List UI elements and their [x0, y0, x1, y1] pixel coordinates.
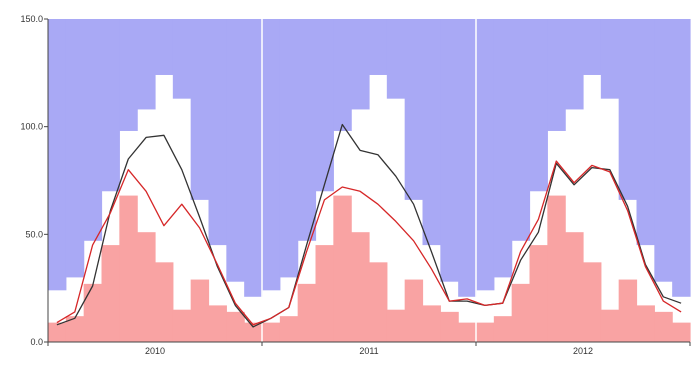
lower-band-bar [333, 195, 352, 342]
upper-band-bar [137, 19, 156, 110]
upper-band-bar [297, 19, 317, 241]
envelope-areas [48, 19, 691, 342]
upper-band-bar [440, 19, 459, 282]
lower-band-bar [172, 309, 192, 342]
upper-band-bar [83, 19, 103, 241]
lower-band-bar [583, 262, 602, 342]
lower-band-bar [511, 283, 531, 342]
x-tick-label: 2012 [573, 346, 593, 356]
lower-band-bar [440, 311, 459, 342]
upper-band-bar [262, 19, 281, 291]
lower-band-bar [226, 311, 245, 342]
lower-band-bar [386, 309, 406, 342]
upper-band-bar [155, 19, 174, 75]
lower-band-bar [262, 322, 281, 342]
lower-band-bar [279, 316, 299, 342]
y-tick-label: 150.0 [20, 14, 43, 24]
y-tick-label: 0.0 [30, 337, 43, 347]
upper-band-bar [208, 19, 227, 246]
y-tick-label: 50.0 [25, 229, 43, 239]
lower-band-bar [654, 311, 673, 342]
upper-band-bar [672, 19, 691, 297]
lower-band-bar [458, 322, 477, 342]
upper-band-bar [48, 19, 67, 291]
upper-band-bar [333, 19, 352, 131]
lower-band-bar [547, 195, 566, 342]
lower-band-bar [101, 245, 120, 342]
series-lines [56, 123, 682, 328]
lower-band-bar [565, 232, 584, 342]
lower-band-bar [672, 322, 691, 342]
lower-band-bar [636, 305, 655, 342]
lower-band-bar [422, 305, 441, 342]
lower-band-bar [83, 283, 103, 342]
upper-band-bar [618, 19, 638, 200]
lower-band-bar [404, 279, 424, 342]
axes [44, 18, 691, 346]
x-tick-label: 2010 [145, 346, 165, 356]
upper-band-bar [190, 19, 210, 200]
lower-band-bar [369, 262, 388, 342]
upper-band-bar [65, 19, 85, 278]
upper-band-bar [244, 19, 263, 297]
series-line-1 [56, 123, 682, 328]
upper-band-bar [654, 19, 673, 282]
upper-band-bar [458, 19, 477, 297]
tick-labels: 0.0 50.0 100.0 150.0 2010 2011 2012 [20, 14, 593, 356]
upper-band-bar [493, 19, 513, 278]
lower-band-bar [351, 232, 370, 342]
lower-band-bar [155, 262, 174, 342]
lower-band-bar [65, 316, 85, 342]
lower-band-bar [315, 245, 334, 342]
series-line-2 [56, 160, 682, 326]
upper-band-bar [226, 19, 245, 282]
lower-band-bar [48, 322, 67, 342]
upper-band-bar [404, 19, 424, 200]
upper-band-bar [583, 19, 602, 75]
lower-band-bar [618, 279, 638, 342]
upper-band-bar [172, 19, 192, 99]
lower-band-bar [244, 322, 263, 342]
year-separator-lines [261, 19, 477, 342]
upper-band-bar [315, 19, 334, 192]
lower-band-bar [190, 279, 210, 342]
lower-band-bar [208, 305, 227, 342]
lower-band-bar [119, 195, 138, 342]
upper-band-bar [600, 19, 620, 99]
upper-band-bar [386, 19, 406, 99]
lower-band-bar [476, 322, 495, 342]
upper-band-bar [565, 19, 584, 110]
lower-band-bar [529, 245, 548, 342]
lower-band-bar [297, 283, 317, 342]
upper-band-bar [476, 19, 495, 291]
upper-band-bar [511, 19, 531, 241]
upper-band-bar [636, 19, 655, 246]
lower-band-bar [493, 316, 513, 342]
upper-band-bar [547, 19, 566, 131]
upper-band-bar [529, 19, 548, 192]
x-tick-label: 2011 [359, 346, 378, 356]
upper-band-bar [351, 19, 370, 110]
upper-band-bar [369, 19, 388, 75]
lower-band-bar [137, 232, 156, 342]
lower-band-bar [600, 309, 620, 342]
upper-band-bar [119, 19, 138, 131]
upper-band-bar [101, 19, 120, 192]
upper-band-bar [279, 19, 299, 278]
y-tick-label: 100.0 [20, 122, 43, 132]
upper-band-bar [422, 19, 441, 246]
